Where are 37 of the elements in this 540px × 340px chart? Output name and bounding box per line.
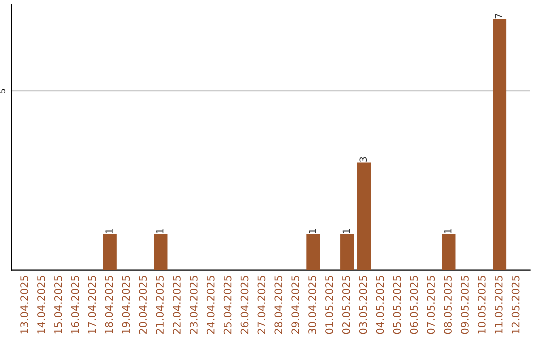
x-tick-label: 10.05.2025	[478, 276, 486, 334]
x-tick-label: 16.04.2025	[71, 276, 80, 334]
x-tick-label: 25.04.2025	[224, 276, 232, 334]
x-tick-label: 09.05.2025	[461, 276, 469, 334]
x-tick-label: 19.04.2025	[122, 276, 130, 334]
x-tick-label: 04.05.2025	[376, 276, 384, 334]
x-tick-label: 18.04.2025	[105, 276, 114, 334]
data-label: 1	[444, 229, 452, 234]
x-tick-label: 01.05.2025	[326, 276, 334, 334]
x-tick-label: 23.04.2025	[190, 276, 198, 334]
x-tick-label: 27.04.2025	[258, 276, 266, 334]
x-tick-label: 02.05.2025	[342, 276, 350, 334]
x-tick-label: 20.04.2025	[139, 276, 148, 334]
x-tick-label: 15.04.2025	[54, 276, 62, 334]
data-label: 1	[156, 229, 164, 234]
x-tick-label: 24.04.2025	[206, 276, 215, 334]
x-tick-label: 13.04.2025	[20, 276, 28, 334]
x-tick-label: 28.04.2025	[274, 276, 283, 334]
x-tick-label: 06.05.2025	[410, 276, 418, 334]
x-tick-label: 12.05.2025	[512, 276, 520, 334]
x-tick-label: 17.04.2025	[88, 276, 96, 334]
data-label: 1	[342, 229, 350, 234]
x-tick-label: 11.05.2025	[494, 276, 503, 334]
x-tick-label: 08.05.2025	[444, 276, 452, 334]
x-tick-label: 29.04.2025	[292, 276, 300, 334]
x-tick-label: 22.04.2025	[173, 276, 181, 334]
data-label: 7	[495, 14, 502, 19]
x-tick-label: 05.05.2025	[393, 276, 402, 334]
x-tick-label: 14.04.2025	[38, 276, 46, 334]
data-label: 1	[309, 229, 316, 234]
x-tick-label: 21.04.2025	[156, 276, 164, 334]
x-tick-label: 03.05.2025	[359, 276, 368, 334]
x-tick-label: 30.04.2025	[308, 276, 316, 334]
data-label: 3	[360, 157, 368, 162]
x-tick-label: 26.04.2025	[240, 276, 249, 334]
data-label: 1	[106, 229, 113, 234]
x-tick-label: 07.05.2025	[427, 276, 436, 334]
